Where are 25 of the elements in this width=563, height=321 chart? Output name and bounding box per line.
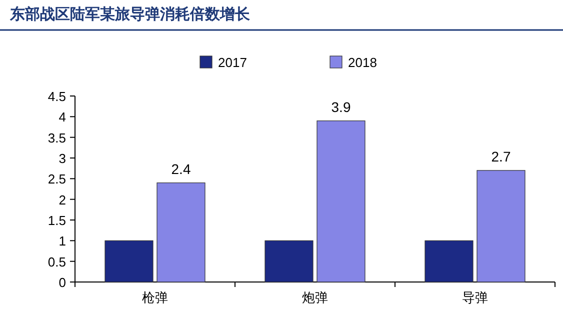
y-tick-label: 2.5	[48, 172, 66, 187]
chart-title: 东部战区陆军某旅导弹消耗倍数增长	[9, 5, 251, 23]
x-tick-label: 导弹	[462, 290, 488, 305]
y-tick-label: 4	[58, 110, 66, 125]
bar	[264, 240, 314, 282]
data-label: 2.7	[491, 148, 511, 164]
bar	[424, 240, 474, 282]
legend-label: 2017	[218, 55, 247, 70]
y-tick-label: 3.5	[48, 130, 66, 146]
legend-label: 2018	[348, 55, 377, 70]
bar	[104, 240, 154, 282]
y-tick-label: 1	[58, 234, 66, 249]
data-label: 2.4	[171, 160, 191, 177]
y-tick-label: 1.5	[48, 213, 66, 228]
x-tick-label: 枪弹	[142, 290, 168, 305]
y-tick-label: 3	[58, 151, 66, 166]
x-tick-label: 炮弹	[302, 290, 328, 305]
bar	[316, 120, 366, 282]
y-tick-label: 2	[58, 192, 66, 208]
y-tick-label: 4.5	[48, 89, 66, 104]
y-tick-label: 0.5	[48, 254, 66, 270]
bar	[156, 182, 206, 282]
y-tick-label: 0	[58, 275, 66, 290]
data-label: 3.9	[331, 98, 351, 115]
bar	[476, 170, 526, 282]
